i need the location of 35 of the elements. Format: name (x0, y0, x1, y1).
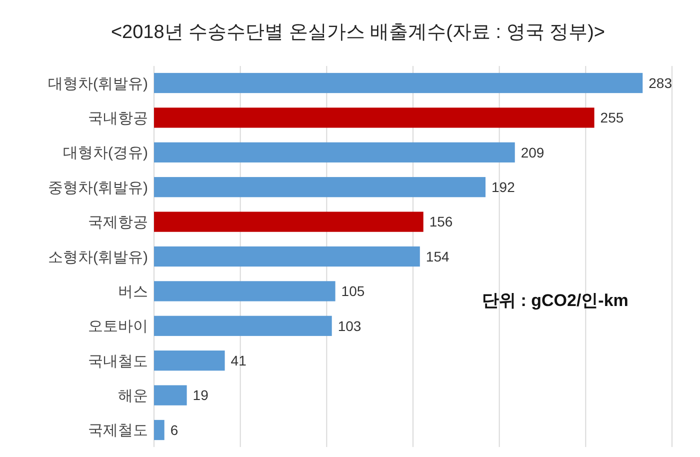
y-tick-label: 대형차(휘발유) (48, 75, 148, 92)
data-label: 283 (648, 74, 672, 91)
bar (154, 281, 336, 302)
y-tick-label: 국제항공 (88, 214, 148, 232)
chart-title: <2018년 수송수단별 온실가스 배출계수(자료 : 영국 정부)> (110, 22, 606, 43)
bar (154, 212, 424, 232)
data-label: 209 (520, 144, 544, 160)
bar (154, 177, 486, 198)
y-tick-label: 해운 (118, 388, 148, 405)
y-tick-label: 국내철도 (88, 352, 148, 370)
bar (154, 72, 643, 94)
bar (154, 385, 187, 406)
y-tick-label: 오토바이 (88, 318, 148, 336)
y-tick-label: 국제철도 (88, 422, 148, 440)
data-label: 6 (170, 422, 178, 438)
data-label: 41 (230, 352, 247, 368)
annotation: 단위 : gCO2/인-km (482, 291, 628, 310)
bar (154, 316, 332, 336)
y-tick-label: 대형차(경유) (63, 144, 148, 162)
bar (154, 350, 225, 371)
y-tick-label: 소형차(휘발유) (48, 248, 148, 266)
data-label: 105 (341, 283, 365, 300)
y-tick-label: 중형차(휘발유) (48, 179, 148, 196)
bar (154, 142, 515, 162)
data-label: 154 (426, 248, 450, 264)
data-label: 156 (429, 214, 453, 230)
data-label: 255 (600, 110, 624, 126)
data-label: 19 (192, 387, 209, 404)
data-label: 192 (492, 179, 516, 195)
y-tick-label: 국내항공 (88, 110, 148, 127)
bar (154, 246, 420, 267)
bar (154, 420, 164, 440)
bar (154, 108, 594, 128)
y-tick-label: 버스 (118, 283, 148, 300)
data-label: 103 (338, 318, 362, 334)
